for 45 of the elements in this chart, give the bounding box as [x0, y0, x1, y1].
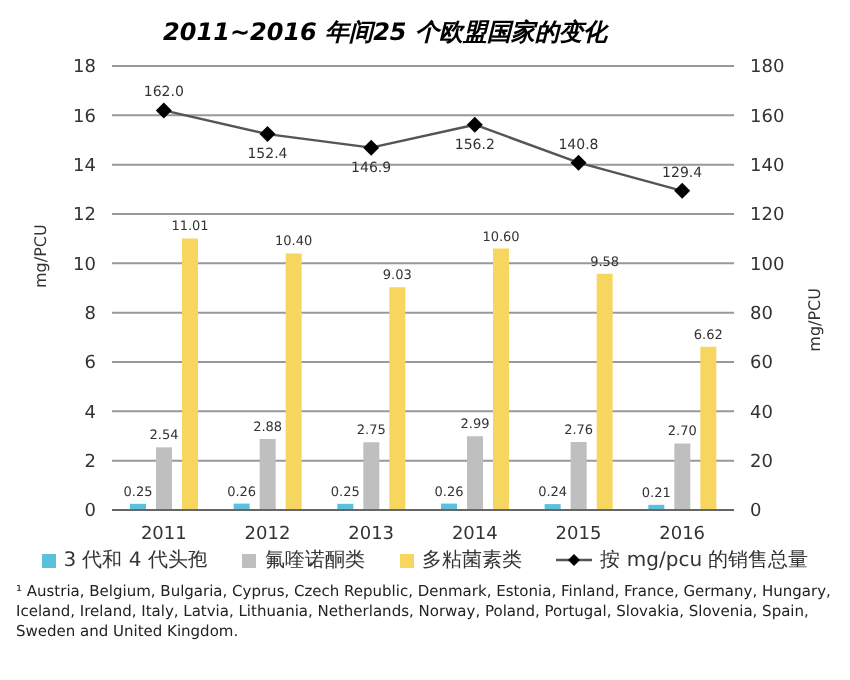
y-tick-label: 4 [84, 403, 97, 424]
y-axis-title: mg/PCU [31, 224, 50, 288]
bar [493, 248, 509, 510]
x-tick-label: 2013 [348, 524, 395, 545]
y2-tick-label: 160 [750, 107, 785, 128]
bar [700, 346, 717, 510]
bar [570, 441, 587, 510]
y2-tick-label: 0 [750, 502, 762, 523]
legend-label: 按 mg/pcu 的销售总量 [600, 547, 809, 574]
y2-tick-label: 120 [750, 206, 785, 227]
x-tick-label: 2015 [555, 524, 602, 545]
y-tick-label: 14 [73, 157, 97, 178]
y-tick-label: 0 [84, 502, 97, 523]
y2-tick-label: 60 [750, 354, 774, 375]
x-tick-label: 2012 [244, 524, 291, 545]
y-tick-label: 10 [73, 255, 97, 276]
y2-tick-label: 80 [750, 305, 774, 326]
y2-tick-label: 100 [750, 255, 785, 276]
x-tick-label: 2014 [451, 524, 499, 545]
bar [674, 443, 691, 510]
y2-tick-label: 40 [750, 403, 774, 424]
bar [259, 438, 276, 510]
chart-title: 2011~2016 年间25 个欧盟国家的变化 [161, 16, 611, 50]
legend-label: 3 代和 4 代头孢 [63, 547, 208, 574]
y2-axis-title: mg/PCU [805, 287, 824, 352]
y-tick-label: 6 [84, 354, 97, 375]
y-tick-label: 18 [73, 58, 97, 79]
legend-label: 氟喹诺酮类 [264, 547, 365, 574]
x-tick-label: 2011 [140, 524, 187, 545]
y-tick-label: 8 [84, 305, 97, 326]
bar [467, 436, 483, 510]
x-tick-label: 2016 [659, 524, 706, 545]
y-tick-label: 16 [73, 107, 97, 128]
legend-label: 多粘菌素类 [421, 547, 522, 574]
y2-tick-label: 140 [750, 157, 785, 178]
bar [389, 287, 406, 510]
bar [156, 447, 172, 510]
bar [363, 442, 380, 510]
bar [285, 253, 302, 510]
y-tick-label: 2 [84, 453, 96, 474]
bar [182, 238, 198, 510]
y2-tick-label: 180 [750, 58, 785, 79]
bar [596, 273, 613, 510]
y-tick-label: 12 [73, 206, 96, 227]
y2-tick-label: 20 [750, 453, 774, 474]
